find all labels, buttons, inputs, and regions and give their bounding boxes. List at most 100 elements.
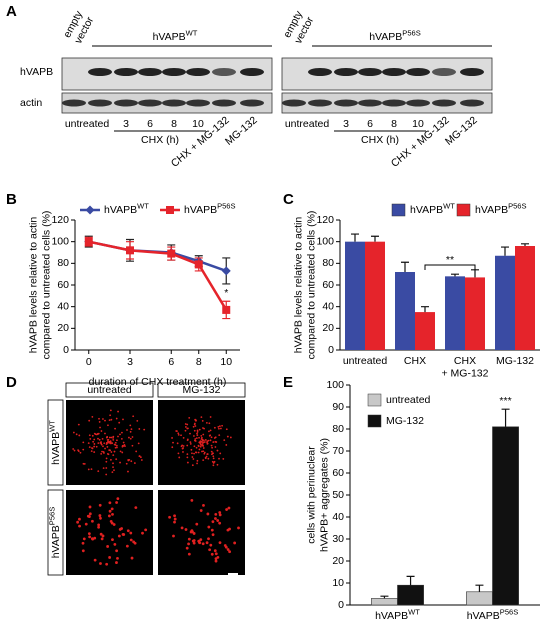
band — [334, 68, 358, 76]
band — [88, 99, 112, 107]
speckle — [90, 468, 93, 470]
column-header — [65, 382, 154, 398]
x-tick-label: MG-132 — [496, 355, 534, 367]
speckle — [186, 453, 189, 456]
superscript: P56S — [508, 202, 526, 211]
speckle — [198, 541, 202, 545]
speckle — [101, 534, 105, 538]
speckle — [101, 450, 103, 453]
speckle — [198, 428, 201, 431]
row-header — [47, 399, 64, 486]
speckle — [78, 434, 81, 437]
legend-swatch — [391, 203, 406, 217]
bar — [445, 276, 465, 350]
speckle — [117, 410, 119, 413]
speckle — [221, 424, 223, 427]
superscript: WT — [186, 29, 198, 38]
speckle — [118, 421, 121, 424]
speckle — [88, 535, 92, 539]
speckle — [196, 434, 199, 437]
superscript: WT — [48, 420, 57, 432]
speckle — [204, 439, 207, 441]
speckle — [199, 538, 203, 542]
speckle — [110, 458, 112, 461]
speckle — [219, 452, 222, 455]
speckle — [113, 450, 116, 453]
band — [114, 68, 138, 76]
band — [162, 68, 186, 76]
speckle — [184, 426, 187, 428]
speckle — [194, 418, 197, 421]
scale-bar — [228, 573, 238, 576]
speckle — [191, 456, 194, 458]
speckle — [81, 541, 85, 545]
speckle — [195, 522, 199, 526]
speckle — [110, 436, 113, 439]
speckle — [83, 463, 86, 465]
band — [406, 68, 430, 76]
band — [186, 68, 210, 76]
speckle — [78, 517, 81, 521]
band — [282, 99, 306, 107]
speckle — [138, 455, 141, 457]
speckle — [177, 433, 180, 436]
speckle — [78, 524, 81, 528]
annotation: ** — [446, 254, 454, 266]
x-tick-label: hVAPBP56S — [467, 608, 519, 622]
speckle — [144, 528, 148, 532]
speckle — [113, 443, 116, 446]
error-bar — [475, 584, 484, 592]
speckle — [176, 442, 179, 445]
speckle — [199, 445, 202, 448]
band — [114, 99, 138, 107]
lane-label: 6 — [367, 118, 373, 130]
speckle — [184, 423, 187, 425]
bar — [466, 591, 493, 606]
speckle — [227, 506, 231, 510]
speckle — [187, 537, 191, 541]
text-line: MG-132 — [496, 355, 534, 367]
speckle — [122, 418, 124, 421]
legend-marker — [85, 205, 95, 215]
lane-label: untreated — [285, 118, 330, 130]
speckle — [196, 462, 198, 465]
text-base: hVAPB — [153, 31, 186, 43]
micrograph — [158, 490, 245, 575]
x-tick-label: 8 — [196, 356, 202, 368]
speckle — [208, 430, 210, 433]
speckle — [73, 449, 76, 452]
band — [138, 99, 162, 107]
speckle — [111, 471, 114, 474]
speckle — [194, 438, 197, 440]
point — [84, 237, 93, 246]
speckle — [237, 526, 240, 530]
speckle — [168, 515, 171, 519]
speckle — [209, 416, 212, 418]
speckle — [192, 458, 195, 460]
speckle — [192, 425, 195, 428]
speckle — [209, 543, 213, 547]
lane-label: CHX (h) — [361, 134, 399, 146]
speckle — [87, 532, 91, 536]
speckle — [93, 438, 96, 441]
text-line: hVAPB levels relative to actin — [27, 217, 39, 354]
y-tick-label: 100 — [326, 379, 344, 391]
speckle — [104, 447, 106, 450]
speckle — [228, 550, 232, 554]
speckle — [127, 470, 129, 473]
speckle — [115, 444, 118, 447]
speckle — [82, 441, 85, 444]
speckle — [218, 511, 222, 514]
band — [358, 99, 382, 107]
speckle — [89, 438, 92, 440]
speckle — [102, 451, 105, 453]
speckle — [91, 434, 94, 437]
band — [432, 99, 456, 107]
lane-label: CHX (h) — [141, 134, 179, 146]
y-tick-label: 20 — [332, 555, 344, 567]
speckle — [122, 441, 125, 444]
superscript: P56S — [217, 202, 235, 211]
point — [221, 266, 231, 276]
lane-label: emptyvector — [61, 8, 96, 45]
y-tick-label: 70 — [332, 445, 344, 457]
